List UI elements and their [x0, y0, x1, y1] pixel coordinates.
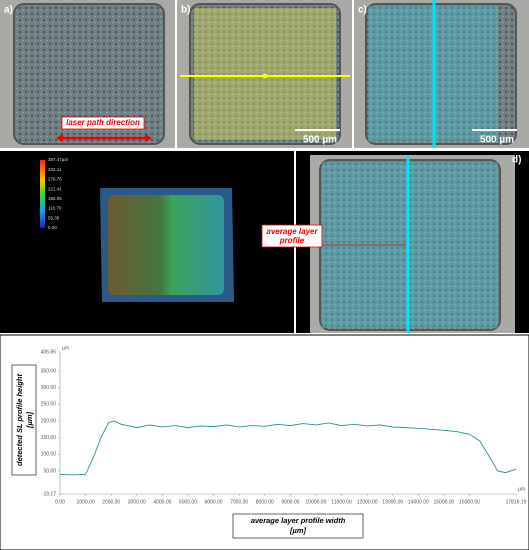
y-tick-label: 200.00 — [41, 418, 57, 424]
colorbar-label: 55.35 — [48, 215, 60, 220]
colorbar-label: 166.05 — [48, 196, 62, 201]
panel-b — [177, 0, 352, 148]
annotation: profile — [279, 236, 305, 245]
x-tick-label: 0.00 — [55, 499, 65, 505]
x-axis-title: [µm] — [289, 526, 306, 535]
panel-label: c) — [358, 5, 367, 16]
colorbar-label: 221.41 — [48, 186, 62, 191]
x-tick-label: 11000.00 — [331, 499, 352, 505]
y-tick-label: 100.00 — [41, 452, 57, 458]
y-axis-title: [µm] — [25, 412, 34, 429]
x-tick-label: 3000.00 — [128, 499, 146, 505]
scale-bar: 500 µm — [303, 135, 337, 146]
x-tick-label: 2000.00 — [102, 499, 120, 505]
x-axis-title: average layer profile width — [251, 516, 346, 525]
x-tick-label: 4000.00 — [153, 499, 171, 505]
x-tick-label: 7000.00 — [230, 499, 248, 505]
panel-label: a) — [4, 5, 13, 16]
scale-bar: 500 µm — [480, 135, 514, 146]
label-box — [11, 364, 37, 476]
x-tick-label: 10000.00 — [306, 499, 327, 505]
panel-label: b) — [181, 5, 190, 16]
panel-3d — [0, 151, 294, 333]
panel-label: d) — [512, 155, 521, 166]
y-tick-label: 406.85 — [41, 349, 57, 355]
y-tick-label: 50.00 — [43, 468, 56, 474]
x-tick-label: 5000.00 — [179, 499, 197, 505]
colorbar-label: 276.76 — [48, 177, 62, 182]
panel-a — [0, 0, 175, 148]
y-axis-title: detected SL profile height — [15, 374, 24, 466]
x-tick-label: 17816.19 — [506, 499, 527, 505]
x-tick-label: 1000.00 — [77, 499, 95, 505]
label-box — [232, 513, 364, 539]
annotation: average layer — [266, 227, 318, 236]
data-line — [59, 420, 517, 476]
x-tick-label: 16000.00 — [459, 499, 480, 505]
y-tick-label: 150.00 — [41, 435, 57, 441]
x-tick-label: 9000.00 — [281, 499, 299, 505]
x-tick-label: 14000.00 — [408, 499, 429, 505]
x-tick-label: 12000.00 — [357, 499, 378, 505]
y-tick-label: 300.00 — [41, 385, 57, 391]
colorbar-label: 387.47µm — [48, 157, 68, 162]
y-tick-label: -19.17 — [42, 491, 56, 497]
y-tick-label: 350.00 — [41, 368, 57, 374]
y-tick-label: 250.00 — [41, 402, 57, 408]
x-tick-label: 8000.00 — [256, 499, 274, 505]
annotation: laser path direction — [66, 118, 140, 127]
panel-c — [354, 0, 529, 148]
x-tick-label: 15000.00 — [433, 499, 454, 505]
x-tick-label: 6000.00 — [205, 499, 223, 505]
x-unit: µm — [518, 486, 525, 492]
panel-d — [261, 151, 529, 359]
colorbar-label: 0.00 — [48, 225, 57, 230]
y-unit: µm — [62, 345, 69, 351]
colorbar-label: 110.70 — [48, 206, 62, 211]
colorbar-label: 332.11 — [48, 167, 62, 172]
x-tick-label: 13000.00 — [382, 499, 403, 505]
